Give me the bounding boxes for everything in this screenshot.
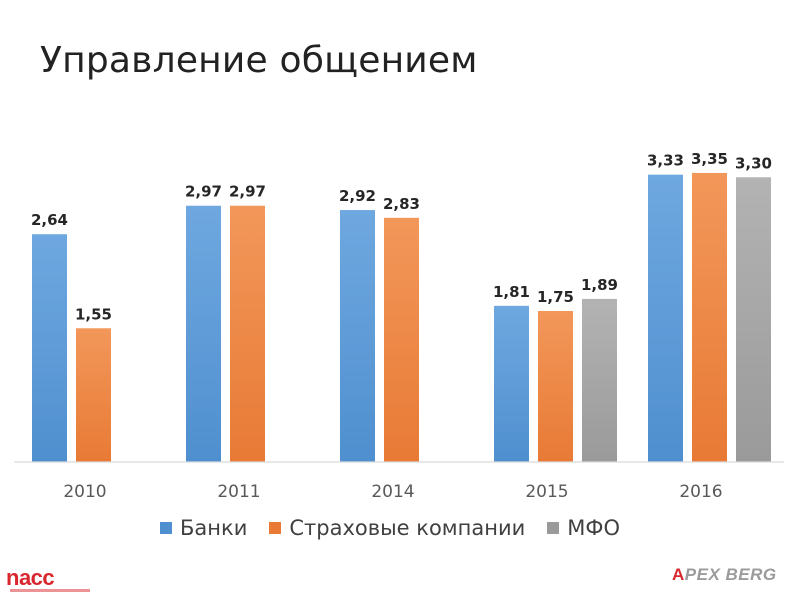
legend-label-insurance: Страховые компании	[289, 516, 526, 540]
bar-mfo-2015	[582, 298, 617, 462]
data-label-insurance-2016: 3,35	[691, 150, 728, 168]
x-tick-2011: 2011	[217, 482, 260, 502]
legend-label-mfo: МФО	[567, 516, 620, 540]
bar-chart: 2,64 1,55 2,97 2,97 2,92 2,83 1,81 1,75 1,89 3,33…	[14, 150, 784, 502]
x-tick-2014: 2014	[371, 482, 414, 502]
data-label-insurance-2011: 2,97	[229, 183, 266, 201]
data-label-insurance-2014: 2,83	[383, 195, 420, 213]
data-label-banks-2015: 1,81	[493, 283, 530, 301]
legend-label-banks: Банки	[180, 516, 248, 540]
chart-bars	[32, 172, 771, 462]
slide-title: Управление общением	[40, 40, 478, 81]
bar-banks-2016	[648, 174, 683, 462]
bar-mfo-2016	[736, 177, 771, 462]
bar-banks-2010	[32, 234, 67, 462]
legend-item-insurance: Страховые компании	[269, 516, 525, 540]
nacc-logo: nacc	[6, 565, 55, 591]
chart-data-labels: 2,64 1,55 2,97 2,97 2,92 2,83 1,81 1,75 1,89 3,33…	[31, 150, 772, 323]
bar-insurance-2014	[384, 217, 419, 462]
chart-legend: Банки Страховые компании МФО	[160, 516, 620, 540]
apexberg-logo-text: PEX BERG	[684, 565, 777, 584]
bar-insurance-2016	[692, 172, 727, 462]
data-label-banks-2011: 2,97	[185, 183, 222, 201]
bar-insurance-2015	[538, 311, 573, 462]
data-label-banks-2014: 2,92	[339, 187, 376, 205]
legend-item-banks: Банки	[160, 516, 247, 540]
data-label-insurance-2015: 1,75	[537, 288, 574, 306]
legend-swatch-mfo	[547, 522, 560, 534]
bar-banks-2014	[340, 210, 375, 462]
data-label-mfo-2016: 3,30	[735, 154, 772, 172]
x-tick-2015: 2015	[525, 482, 568, 502]
x-tick-2010: 2010	[63, 482, 106, 502]
data-label-banks-2010: 2,64	[31, 211, 68, 229]
apexberg-logo: APEX BERG	[672, 565, 777, 585]
bar-banks-2011	[186, 205, 221, 462]
data-label-banks-2016: 3,33	[647, 152, 684, 170]
legend-item-mfo: МФО	[547, 516, 620, 540]
apexberg-logo-mark: A	[672, 565, 685, 584]
nacc-logo-underline	[10, 589, 90, 592]
bar-banks-2015	[494, 305, 529, 462]
data-label-insurance-2010: 1,55	[75, 305, 112, 323]
x-axis-tick-labels: 2010 2011 2014 2015 2016	[63, 482, 722, 502]
bar-insurance-2010	[76, 328, 111, 462]
bar-insurance-2011	[230, 205, 265, 462]
data-label-mfo-2015: 1,89	[581, 276, 618, 294]
legend-swatch-insurance	[269, 522, 282, 534]
x-tick-2016: 2016	[679, 482, 722, 502]
nacc-logo-text: nacc	[6, 565, 55, 590]
legend-swatch-banks	[160, 522, 172, 534]
